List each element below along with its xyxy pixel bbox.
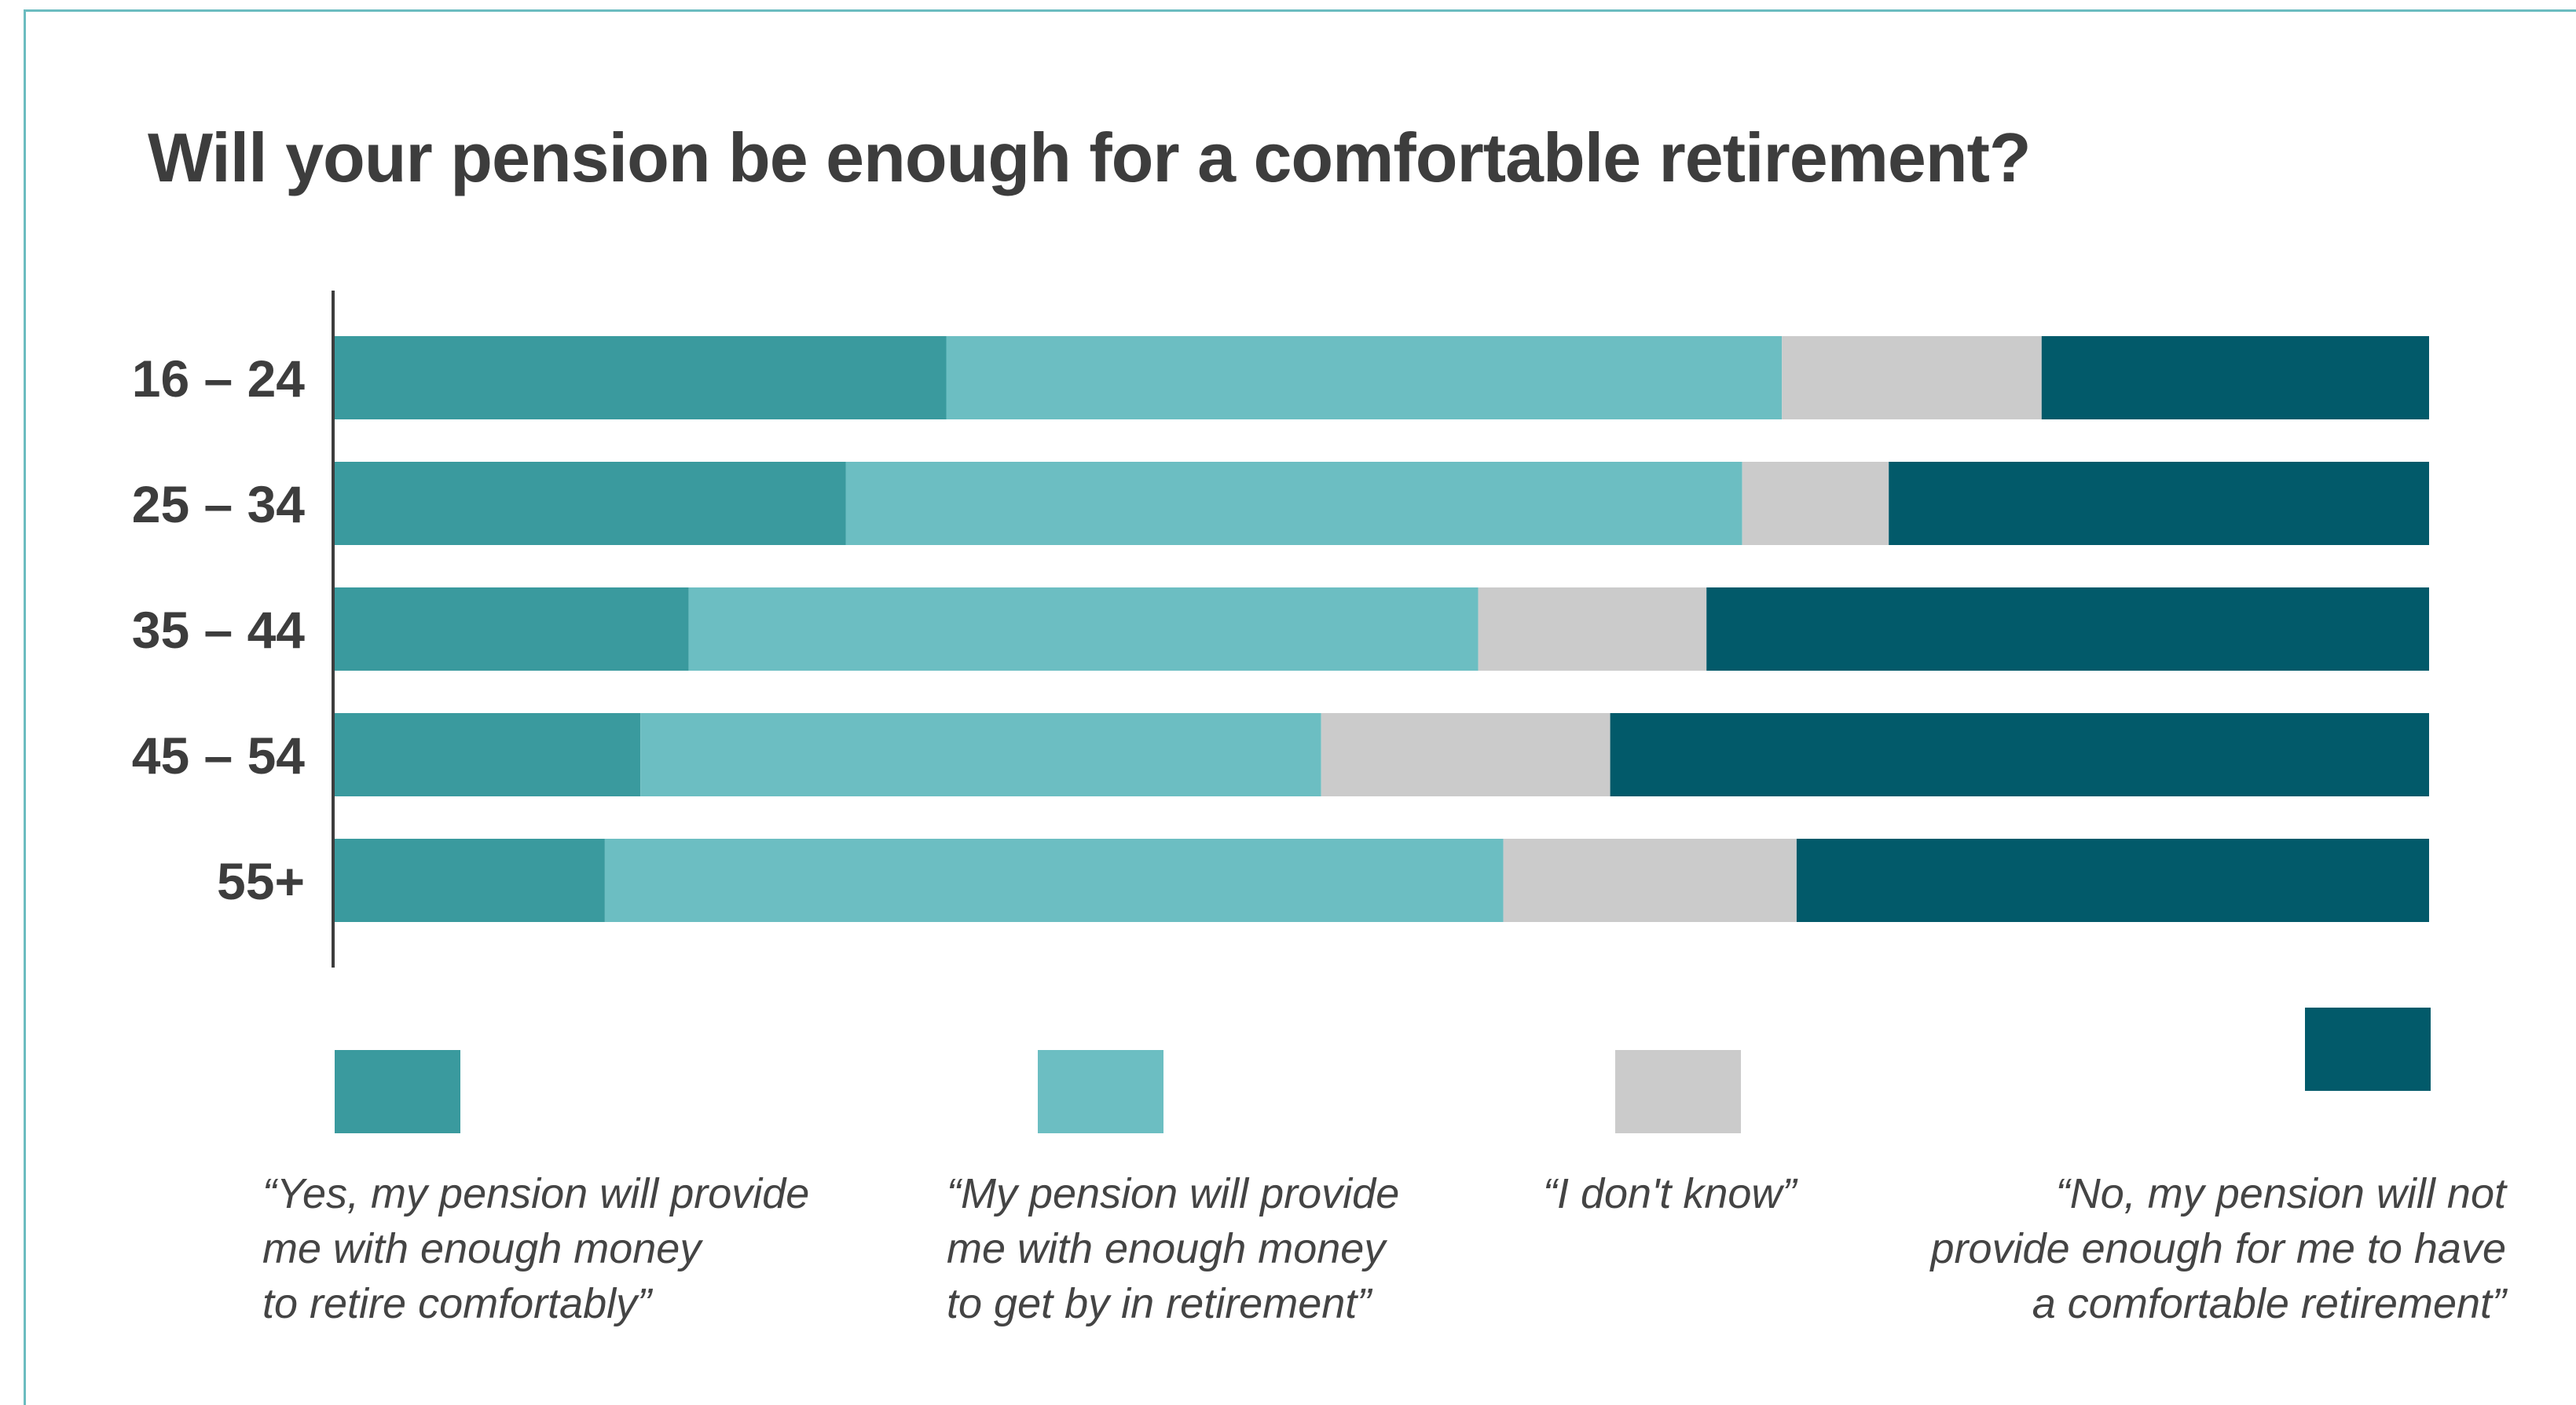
bar-segment	[640, 713, 1321, 796]
bar-segment	[1706, 587, 2429, 671]
bar-segment	[845, 462, 1742, 545]
bar-segment	[335, 462, 846, 545]
bar-segment	[335, 839, 605, 922]
chart-title: Will your pension be enough for a comfor…	[148, 119, 2032, 196]
legend-swatch	[1615, 1050, 1741, 1133]
y-tick-label: 35 – 44	[132, 601, 305, 659]
legend-swatch	[2305, 1008, 2431, 1091]
chart-frame	[24, 9, 2576, 1405]
y-tick-label: 45 – 54	[132, 726, 305, 785]
bar-segment	[335, 587, 689, 671]
legend-swatch	[1038, 1050, 1163, 1133]
bar-segment	[1478, 587, 1707, 671]
y-tick-label: 25 – 34	[132, 475, 305, 533]
bar-segment	[1610, 713, 2429, 796]
legend-label: “Yes, my pension will provide me with en…	[262, 1170, 810, 1327]
bar-segment	[335, 713, 641, 796]
bar-segment	[604, 839, 1504, 922]
legend-label: “I don't know”	[1543, 1170, 1797, 1217]
bar-segment	[1782, 336, 2042, 419]
bar-segment	[1321, 713, 1610, 796]
bar-segment	[946, 336, 1783, 419]
bar-segment	[1503, 839, 1797, 922]
legend-label: “My pension will provide me with enough …	[947, 1170, 1400, 1327]
legend-label: “No, my pension will not provide enough …	[1930, 1170, 2506, 1327]
bar-segment	[688, 587, 1479, 671]
bar-segment	[1742, 462, 1889, 545]
bar-segment	[1889, 462, 2429, 545]
bar-segment	[1796, 839, 2429, 922]
legend-swatch	[335, 1050, 460, 1133]
bar-segment	[2041, 336, 2429, 419]
bar-segment	[335, 336, 947, 419]
y-tick-label: 55+	[217, 852, 305, 910]
y-tick-label: 16 – 24	[132, 349, 305, 408]
